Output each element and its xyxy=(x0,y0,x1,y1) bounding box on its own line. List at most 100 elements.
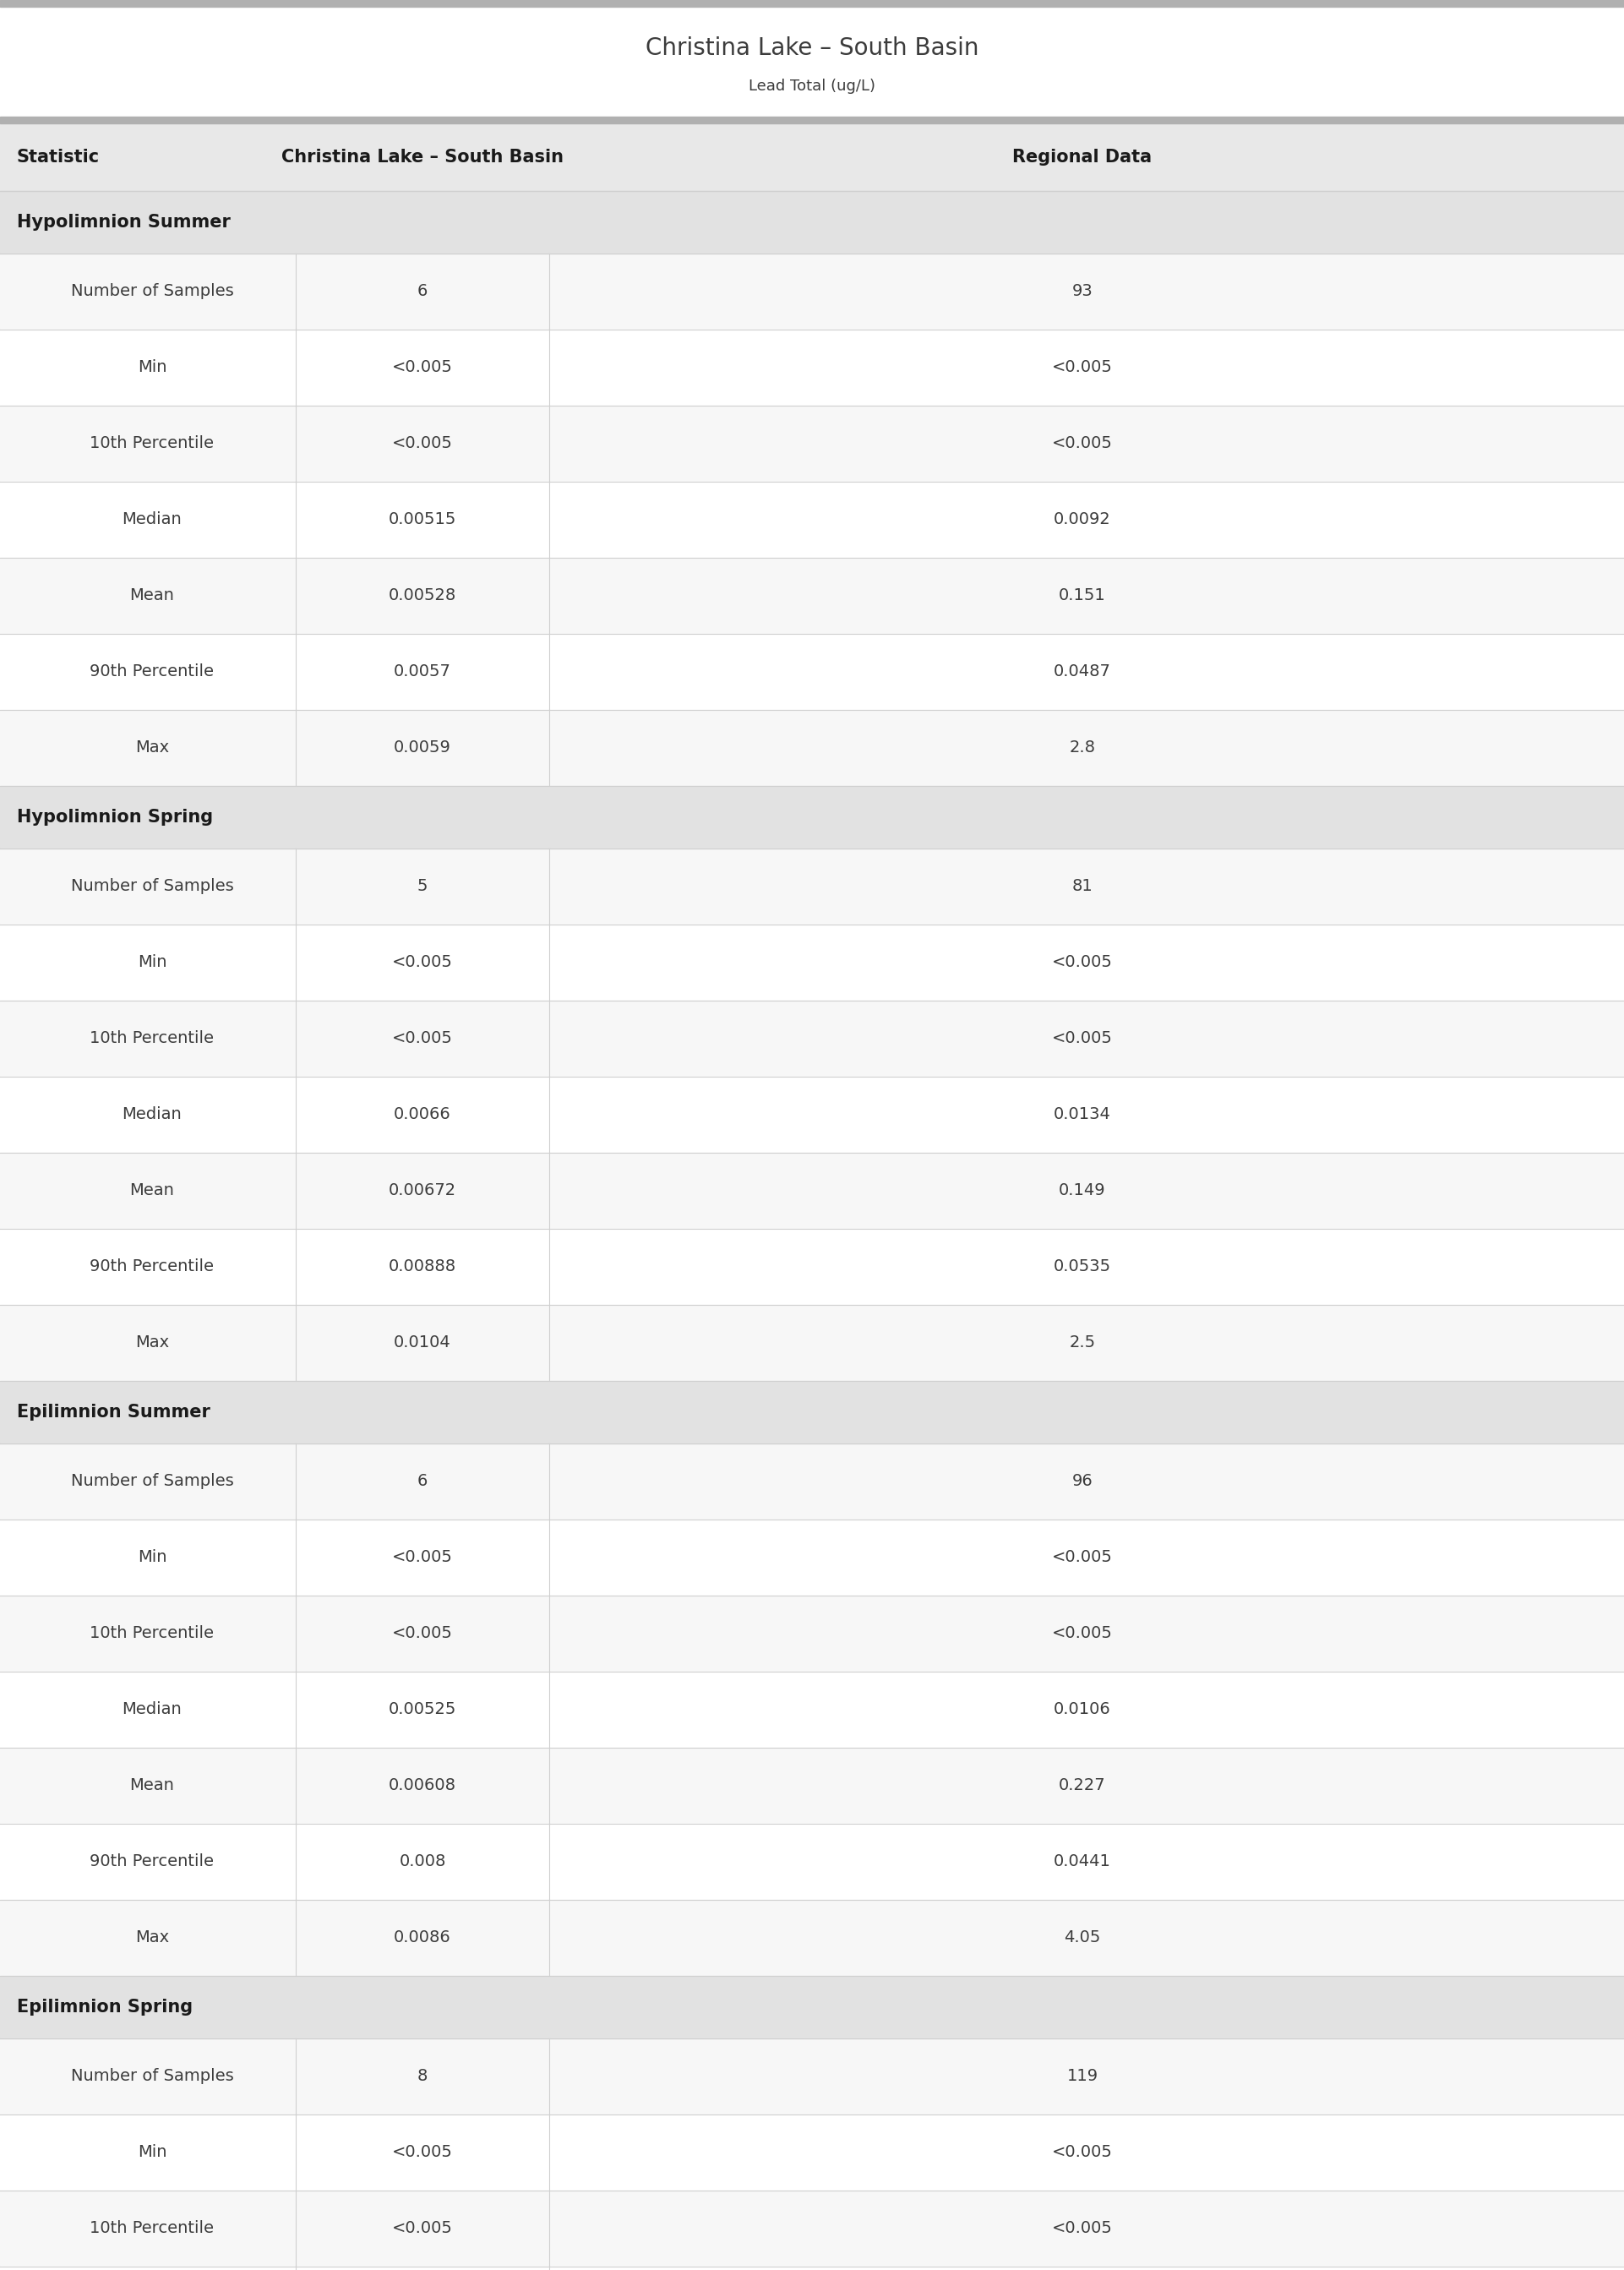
Bar xyxy=(0,123,1624,191)
Text: 2.8: 2.8 xyxy=(1069,740,1096,756)
Text: Min: Min xyxy=(138,2145,167,2161)
Text: Median: Median xyxy=(122,1108,182,1124)
Bar xyxy=(0,2038,1624,2113)
Text: 10th Percentile: 10th Percentile xyxy=(89,1031,214,1046)
Text: <0.005: <0.005 xyxy=(1052,2220,1112,2236)
Text: 0.00528: 0.00528 xyxy=(388,588,456,604)
Text: Median: Median xyxy=(122,511,182,529)
Bar xyxy=(0,924,1624,1001)
Text: <0.005: <0.005 xyxy=(391,2220,453,2236)
Text: 0.0441: 0.0441 xyxy=(1054,1855,1111,1870)
Bar xyxy=(0,2191,1624,2268)
Text: <0.005: <0.005 xyxy=(1052,2145,1112,2161)
Bar xyxy=(0,1519,1624,1596)
Text: 0.0059: 0.0059 xyxy=(393,740,451,756)
Text: 0.227: 0.227 xyxy=(1059,1777,1106,1793)
Text: Min: Min xyxy=(138,1550,167,1566)
Text: Mean: Mean xyxy=(130,1777,174,1793)
Bar xyxy=(0,406,1624,481)
Text: Mean: Mean xyxy=(130,1183,174,1199)
Text: Regional Data: Regional Data xyxy=(1013,150,1151,166)
Text: Mean: Mean xyxy=(130,588,174,604)
Bar xyxy=(0,1596,1624,1671)
Bar xyxy=(0,1823,1624,1900)
Text: Number of Samples: Number of Samples xyxy=(71,878,234,894)
Bar xyxy=(0,1975,1624,2038)
Text: 0.0535: 0.0535 xyxy=(1054,1260,1111,1276)
Text: <0.005: <0.005 xyxy=(1052,436,1112,452)
Text: 0.0104: 0.0104 xyxy=(395,1335,451,1351)
Text: <0.005: <0.005 xyxy=(1052,1625,1112,1641)
Text: 0.0487: 0.0487 xyxy=(1054,663,1111,681)
Text: <0.005: <0.005 xyxy=(391,359,453,375)
Text: 0.0086: 0.0086 xyxy=(395,1930,451,1945)
Text: 8: 8 xyxy=(417,2068,427,2084)
Text: 119: 119 xyxy=(1067,2068,1098,2084)
Bar xyxy=(0,1748,1624,1823)
Text: 90th Percentile: 90th Percentile xyxy=(89,1855,214,1870)
Bar xyxy=(0,481,1624,558)
Text: Min: Min xyxy=(138,956,167,972)
Bar xyxy=(0,1444,1624,1519)
Text: 0.0066: 0.0066 xyxy=(395,1108,451,1124)
Text: <0.005: <0.005 xyxy=(391,2145,453,2161)
Bar xyxy=(0,2268,1624,2270)
Bar xyxy=(0,1153,1624,1228)
Text: Lead Total (ug/L): Lead Total (ug/L) xyxy=(749,77,875,93)
Bar xyxy=(0,0,1624,7)
Text: 0.008: 0.008 xyxy=(400,1855,447,1870)
Bar xyxy=(0,1900,1624,1975)
Text: <0.005: <0.005 xyxy=(391,1031,453,1046)
Bar xyxy=(0,254,1624,329)
Text: Max: Max xyxy=(135,1335,169,1351)
Text: Number of Samples: Number of Samples xyxy=(71,1473,234,1489)
Text: 6: 6 xyxy=(417,1473,427,1489)
Text: 0.00608: 0.00608 xyxy=(388,1777,456,1793)
Text: 0.151: 0.151 xyxy=(1059,588,1106,604)
Text: 0.00672: 0.00672 xyxy=(388,1183,456,1199)
Text: Max: Max xyxy=(135,1930,169,1945)
Text: 90th Percentile: 90th Percentile xyxy=(89,663,214,681)
Bar xyxy=(0,2113,1624,2191)
Text: <0.005: <0.005 xyxy=(391,1625,453,1641)
Bar xyxy=(0,633,1624,711)
Text: Hypolimnion Summer: Hypolimnion Summer xyxy=(16,213,231,232)
Text: <0.005: <0.005 xyxy=(1052,1550,1112,1566)
Text: 81: 81 xyxy=(1072,878,1093,894)
Text: Christina Lake – South Basin: Christina Lake – South Basin xyxy=(645,36,979,61)
Text: 10th Percentile: 10th Percentile xyxy=(89,2220,214,2236)
Text: <0.005: <0.005 xyxy=(391,436,453,452)
Bar xyxy=(0,191,1624,254)
Text: 5: 5 xyxy=(417,878,427,894)
Bar xyxy=(0,329,1624,406)
Text: <0.005: <0.005 xyxy=(1052,359,1112,375)
Text: 90th Percentile: 90th Percentile xyxy=(89,1260,214,1276)
Text: 0.00888: 0.00888 xyxy=(388,1260,456,1276)
Text: 0.149: 0.149 xyxy=(1059,1183,1106,1199)
Bar xyxy=(0,1380,1624,1444)
Text: Number of Samples: Number of Samples xyxy=(71,284,234,300)
Text: Number of Samples: Number of Samples xyxy=(71,2068,234,2084)
Text: Max: Max xyxy=(135,740,169,756)
Text: <0.005: <0.005 xyxy=(1052,1031,1112,1046)
Bar xyxy=(0,1076,1624,1153)
Bar xyxy=(0,785,1624,849)
Bar xyxy=(0,558,1624,633)
Bar xyxy=(0,711,1624,785)
Text: Min: Min xyxy=(138,359,167,375)
Bar xyxy=(0,1001,1624,1076)
Text: 2.5: 2.5 xyxy=(1069,1335,1096,1351)
Text: Median: Median xyxy=(122,1702,182,1718)
Text: Epilimnion Summer: Epilimnion Summer xyxy=(16,1403,209,1421)
Bar xyxy=(0,1228,1624,1305)
Text: 10th Percentile: 10th Percentile xyxy=(89,436,214,452)
Text: 0.0134: 0.0134 xyxy=(1054,1108,1111,1124)
Text: 0.0057: 0.0057 xyxy=(393,663,451,681)
Text: Epilimnion Spring: Epilimnion Spring xyxy=(16,1998,192,2016)
Text: 6: 6 xyxy=(417,284,427,300)
Text: Christina Lake – South Basin: Christina Lake – South Basin xyxy=(281,150,564,166)
Text: 0.0092: 0.0092 xyxy=(1054,511,1111,529)
Text: 4.05: 4.05 xyxy=(1064,1930,1101,1945)
Text: 10th Percentile: 10th Percentile xyxy=(89,1625,214,1641)
Text: <0.005: <0.005 xyxy=(1052,956,1112,972)
